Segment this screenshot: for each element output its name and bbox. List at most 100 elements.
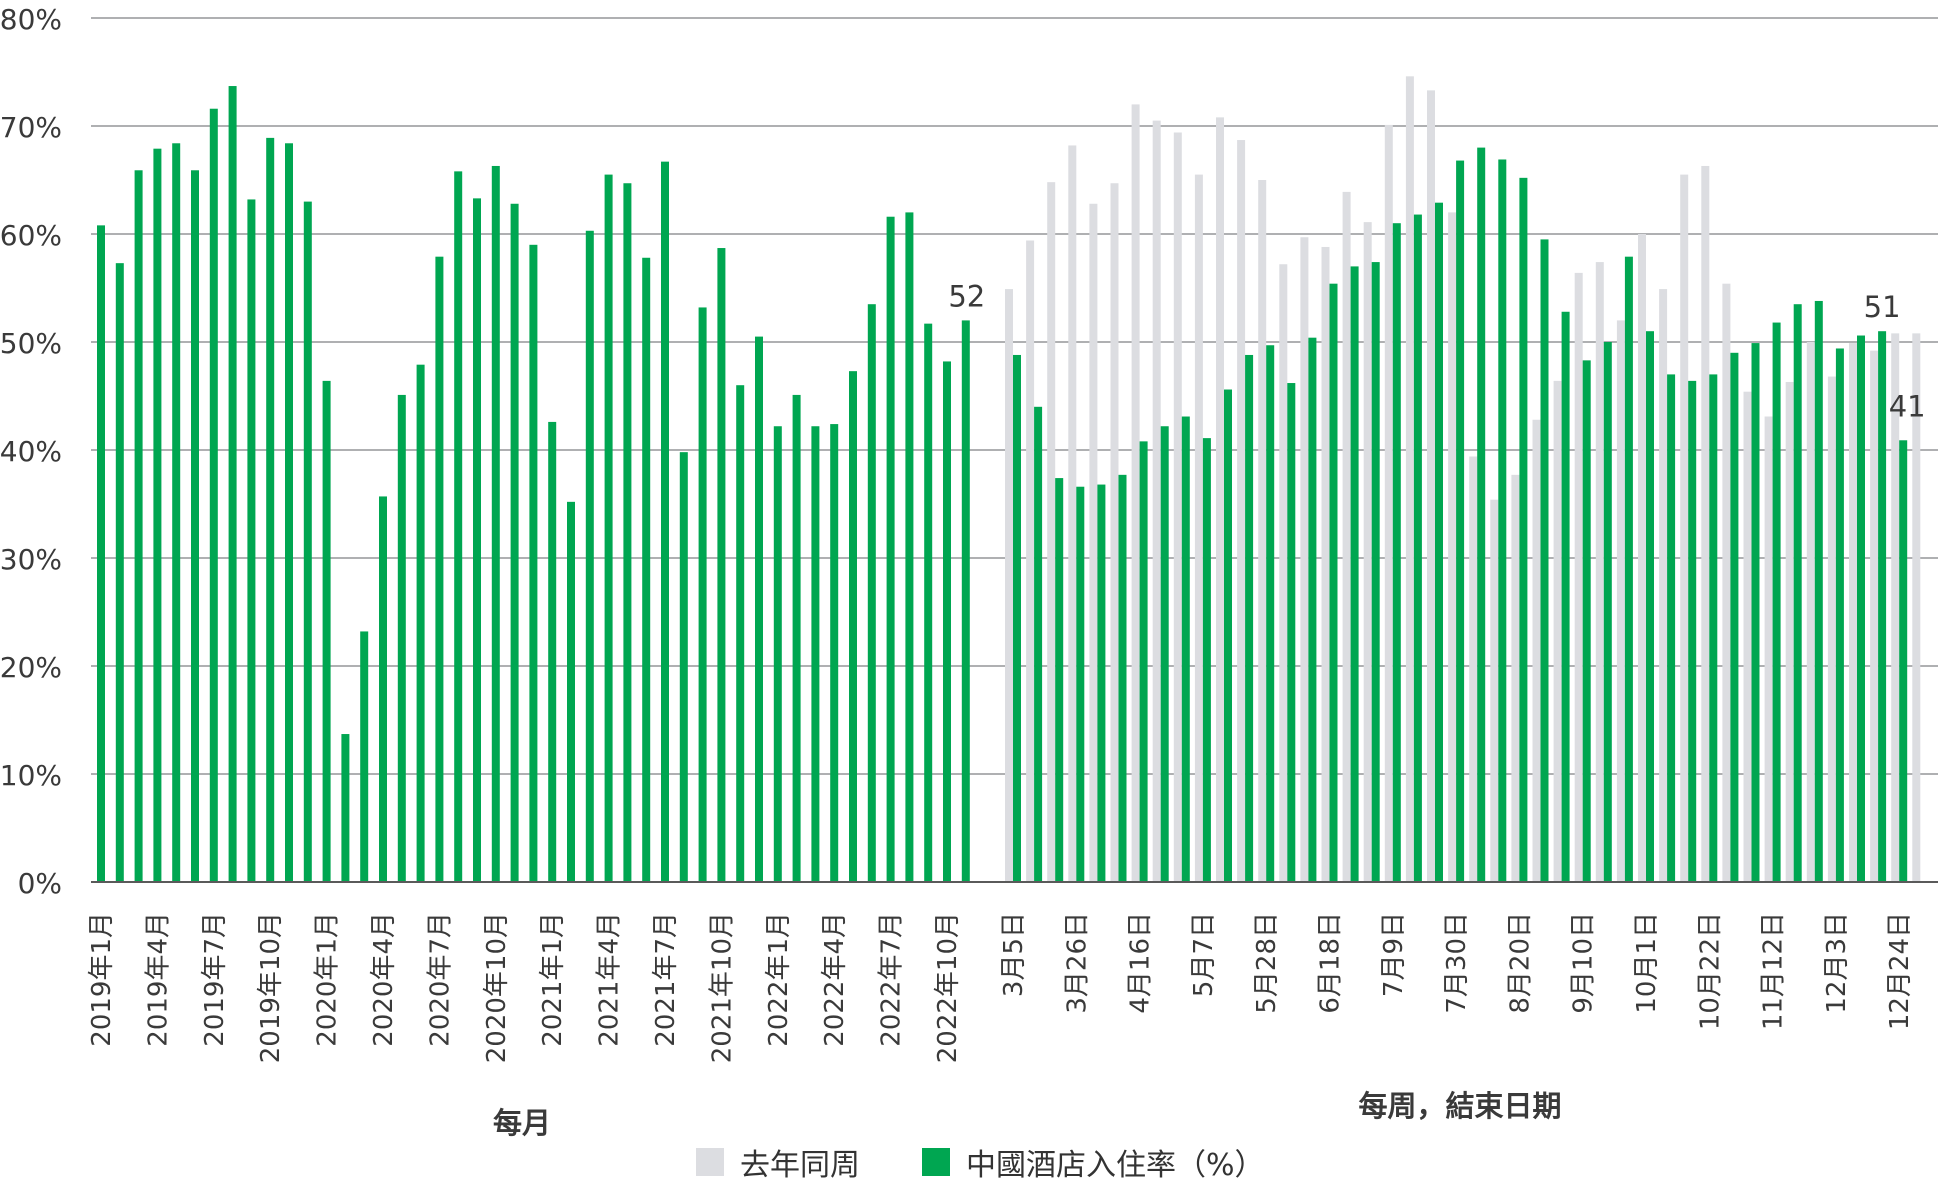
weekly-bar	[1118, 474, 1127, 882]
monthly-bar	[209, 108, 218, 883]
legend-swatch-prior-year	[696, 1148, 724, 1176]
y-tick-label: 60%	[0, 219, 62, 252]
monthly-x-tick-label: 2021年10月	[707, 912, 737, 1063]
weekly-bar	[1160, 426, 1169, 882]
data-label: 51	[1864, 290, 1901, 324]
weekly-bar	[1646, 331, 1654, 882]
weekly-prior-bar	[1469, 456, 1478, 882]
weekly-bar	[1857, 335, 1865, 882]
weekly-prior-bar	[1891, 333, 1900, 882]
weekly-x-tick-label: 7月9日	[1379, 912, 1409, 997]
weekly-bar	[1561, 311, 1570, 882]
monthly-x-tick-label: 2021年1月	[538, 912, 568, 1047]
weekly-bar	[1878, 331, 1887, 882]
monthly-axis-title: 每月	[493, 1106, 551, 1140]
weekly-bar	[1181, 416, 1190, 882]
monthly-bar	[247, 199, 256, 882]
weekly-bar	[1793, 304, 1802, 882]
weekly-prior-bar	[1532, 419, 1541, 882]
weekly-bar	[1245, 354, 1254, 883]
weekly-x-tick-label: 9月10日	[1569, 912, 1599, 1014]
weekly-prior-bar	[1321, 246, 1330, 882]
monthly-bar	[416, 364, 425, 882]
monthly-bar	[529, 244, 538, 883]
weekly-bar	[1751, 343, 1760, 883]
monthly-bar	[134, 170, 143, 882]
weekly-bar	[1076, 486, 1085, 882]
y-tick-label: 0%	[18, 867, 62, 900]
y-tick-label: 50%	[0, 327, 62, 360]
monthly-x-tick-label: 2022年10月	[933, 912, 963, 1063]
weekly-x-tick-label: 5月28日	[1252, 912, 1282, 1014]
weekly-prior-bar	[1194, 174, 1203, 883]
weekly-bar	[1582, 360, 1591, 882]
weekly-prior-bar	[1216, 117, 1224, 883]
data-label: 41	[1889, 389, 1926, 423]
weekly-prior-bar	[1680, 174, 1689, 883]
weekly-bar	[1139, 441, 1148, 882]
monthly-x-tick-label: 2021年4月	[595, 912, 625, 1047]
data-label: 52	[948, 279, 985, 313]
weekly-x-tick-label: 11月12日	[1759, 912, 1789, 1030]
weekly-bar	[1435, 202, 1443, 882]
weekly-prior-bar	[1005, 289, 1013, 883]
weekly-x-tick-label: 3月26日	[1062, 912, 1092, 1014]
weekly-prior-bar	[1152, 120, 1161, 883]
weekly-bar	[1055, 478, 1064, 882]
weekly-prior-bar	[1638, 234, 1646, 882]
monthly-bar	[679, 452, 688, 882]
y-tick-label: 20%	[0, 651, 62, 684]
weekly-prior-bar	[1237, 140, 1246, 883]
monthly-x-tick-label: 2022年4月	[820, 912, 850, 1047]
monthly-bar	[153, 148, 162, 882]
weekly-prior-bar	[1342, 191, 1351, 882]
monthly-bar	[435, 256, 444, 882]
monthly-bar	[849, 371, 857, 882]
legend-label-occupancy: 中國酒店入住率（%）	[966, 1148, 1265, 1183]
monthly-bar	[604, 174, 613, 883]
weekly-prior-bar	[1806, 342, 1815, 882]
weekly-prior-bar	[1701, 165, 1710, 882]
weekly-bar	[1814, 300, 1823, 883]
monthly-bar	[360, 631, 369, 882]
monthly-bar	[736, 385, 745, 882]
monthly-bar	[661, 161, 669, 882]
weekly-prior-bar	[1764, 416, 1773, 882]
bars	[97, 76, 1921, 883]
monthly-bar	[773, 426, 782, 882]
monthly-bar	[886, 216, 895, 883]
monthly-bar	[567, 501, 575, 882]
weekly-x-tick-label: 6月18日	[1316, 912, 1346, 1014]
monthly-bar	[228, 86, 237, 883]
weekly-prior-bar	[1279, 264, 1288, 882]
weekly-prior-bar	[1300, 237, 1309, 883]
monthly-x-tick-label: 2020年7月	[425, 912, 455, 1047]
weekly-x-tick-label: 7月30日	[1442, 912, 1472, 1014]
legend-swatch-occupancy	[922, 1148, 950, 1176]
weekly-bar	[1266, 345, 1275, 882]
monthly-bar	[585, 230, 594, 882]
monthly-x-tick-label: 2021年7月	[651, 912, 681, 1047]
monthly-bar	[266, 137, 275, 882]
monthly-x-tick-label: 2020年10月	[482, 912, 512, 1063]
weekly-prior-bar	[1258, 180, 1267, 882]
y-tick-label: 40%	[0, 435, 62, 468]
weekly-prior-bar	[1026, 240, 1035, 883]
legend-item-occupancy: 中國酒店入住率（%）	[922, 1140, 1265, 1184]
weekly-prior-bar	[1173, 132, 1182, 883]
monthly-bar	[961, 320, 970, 882]
legend-label-prior-year: 去年同周	[740, 1148, 860, 1183]
weekly-bar	[1772, 322, 1781, 882]
weekly-bar	[1456, 160, 1465, 882]
data-labels: 52 51 41	[948, 279, 1925, 423]
weekly-bar	[1835, 348, 1844, 883]
legend: 去年同周 中國酒店入住率（%）	[696, 1140, 1327, 1184]
y-tick-label: 80%	[0, 3, 62, 36]
weekly-prior-bar	[1511, 474, 1520, 882]
monthly-bar	[510, 203, 519, 882]
weekly-prior-bar	[1384, 124, 1393, 883]
weekly-x-tick-label: 8月20日	[1505, 912, 1535, 1014]
weekly-bar	[1730, 352, 1739, 882]
weekly-x-tick-label: 12月24日	[1885, 912, 1915, 1030]
